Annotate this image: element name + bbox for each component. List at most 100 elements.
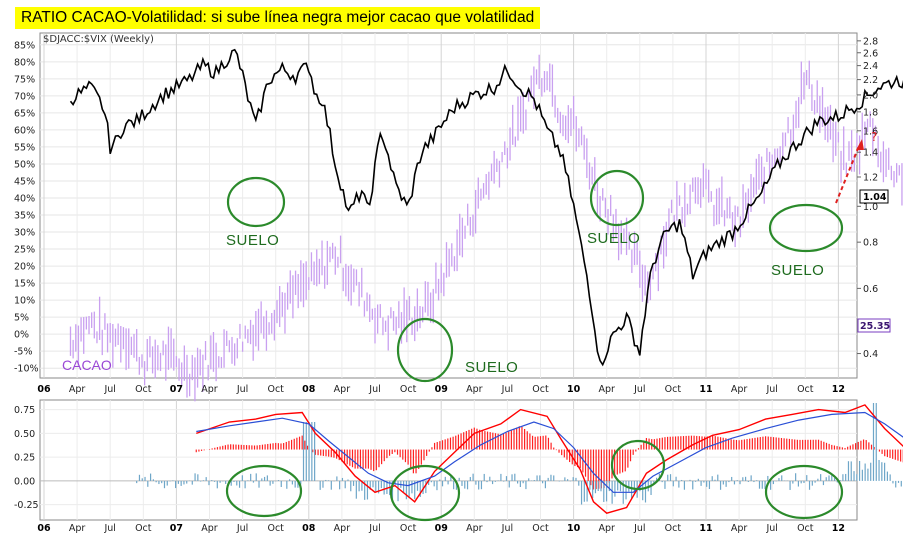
x-tick-label: 08 xyxy=(302,384,316,395)
x-tick-label: Oct xyxy=(797,384,814,395)
y-right-tick-label: 0.4 xyxy=(863,349,878,360)
x-tick-label: Apr xyxy=(69,523,86,534)
y-right-tick-label: 1.4 xyxy=(863,148,878,159)
annotation-circles xyxy=(225,169,844,522)
y-right-tick-label: 0.8 xyxy=(863,238,878,249)
annotation-suelo: SUELO xyxy=(771,262,824,279)
x-tick-label: Jul xyxy=(368,523,380,534)
x-tick-label: Oct xyxy=(400,384,417,395)
annotation-suelo: SUELO xyxy=(226,232,279,249)
x-tick-label: Apr xyxy=(334,523,351,534)
y-tick-label: 35% xyxy=(14,211,35,222)
y-tick-label: 5% xyxy=(14,313,29,324)
x-tick-label: Apr xyxy=(466,523,483,534)
x-tick-label: Jul xyxy=(501,384,513,395)
projection-arrow xyxy=(835,139,864,204)
x-tick-label: 07 xyxy=(170,523,183,534)
y-right-tick-label: 1.6 xyxy=(863,126,878,137)
x-tick-label: Oct xyxy=(135,384,152,395)
x-tick-label: Apr xyxy=(334,384,351,395)
y-right-tick-label: 2.0 xyxy=(863,90,878,101)
x-tick-label: 12 xyxy=(832,384,845,395)
x-tick-label: Apr xyxy=(466,384,483,395)
x-tick-label: 10 xyxy=(567,523,581,534)
y-right-tick-label: 1.0 xyxy=(863,202,878,213)
y-tick-label: -0.25 xyxy=(14,500,39,511)
x-tick-label: Apr xyxy=(731,384,748,395)
x-tick-label: Jul xyxy=(501,523,513,534)
annotation-circle xyxy=(389,464,461,522)
annotation-circle xyxy=(589,169,645,227)
y-right-tick-label: 2.2 xyxy=(863,75,878,86)
x-tick-label: Oct xyxy=(665,523,682,534)
y-tick-label: 0.25 xyxy=(14,453,35,464)
symbol-label: $DJACC:$VIX (Weekly) xyxy=(43,34,154,45)
annotation-suelo: SUELO xyxy=(587,230,640,247)
annotation-circle xyxy=(226,176,286,228)
y-tick-label: -10% xyxy=(14,364,39,375)
x-tick-label: Jul xyxy=(103,523,115,534)
x-tick-label: 09 xyxy=(435,523,448,534)
x-tick-label: 11 xyxy=(699,384,712,395)
annotation-circle xyxy=(225,464,303,518)
projection-question-mark: ? xyxy=(871,130,877,144)
x-tick-label: 08 xyxy=(302,523,316,534)
ratio-line xyxy=(69,48,903,367)
x-tick-label: 07 xyxy=(170,384,183,395)
x-tick-label: Jul xyxy=(633,384,645,395)
x-tick-label: Oct xyxy=(797,523,814,534)
x-tick-label: Oct xyxy=(665,384,682,395)
ratio-last-value: 1.04 xyxy=(863,192,887,203)
y-tick-label: 40% xyxy=(14,193,35,204)
annotation-suelo: SUELO xyxy=(465,359,518,376)
x-tick-label: Jul xyxy=(368,384,380,395)
x-tick-label: Apr xyxy=(598,523,615,534)
x-tick-label: Oct xyxy=(267,384,284,395)
x-tick-label: Oct xyxy=(400,523,417,534)
signal-line xyxy=(196,411,903,493)
x-tick-label: Jul xyxy=(765,523,777,534)
y-tick-label: 55% xyxy=(14,142,35,153)
annotation-circle xyxy=(764,464,844,520)
x-tick-label: 09 xyxy=(435,384,448,395)
y-right-tick-label: 2.6 xyxy=(863,48,878,59)
x-tick-label: Apr xyxy=(201,384,218,395)
x-tick-label: 06 xyxy=(37,384,51,395)
main-grid xyxy=(40,33,857,378)
chart-title: RATIO CACAO-Volatilidad: si sube línea n… xyxy=(15,7,541,29)
annotation-circle xyxy=(396,317,454,383)
macd-plot-frame xyxy=(39,399,858,521)
x-tick-label: Oct xyxy=(135,523,152,534)
y-right-tick-label: 2.4 xyxy=(863,61,878,72)
x-tick-label: Apr xyxy=(69,384,86,395)
x-tick-label: Jul xyxy=(236,384,248,395)
y-right-tick-label: 1.2 xyxy=(863,173,878,184)
y-tick-label: 0.50 xyxy=(14,429,35,440)
x-tick-label: 12 xyxy=(832,523,845,534)
main-plot-frame xyxy=(39,32,858,379)
y-tick-label: 25% xyxy=(14,245,35,256)
x-tick-label: 11 xyxy=(699,523,712,534)
y-right-tick-label: 2.8 xyxy=(863,36,878,47)
x-tick-label: Apr xyxy=(598,384,615,395)
x-tick-label: Jul xyxy=(765,384,777,395)
y-tick-label: 0.00 xyxy=(14,476,35,487)
ratio-last-value-badge: 1.04 xyxy=(859,189,889,204)
y-tick-label: -5% xyxy=(14,347,33,358)
y-right-tick-label: 0.6 xyxy=(863,284,878,295)
y-tick-label: 45% xyxy=(14,176,35,187)
cacao-last-value: 25.35 xyxy=(860,321,890,332)
x-tick-label: Oct xyxy=(267,523,284,534)
y-tick-label: 85% xyxy=(14,40,35,51)
y-tick-label: 30% xyxy=(14,228,35,239)
annotation-circle xyxy=(768,203,844,253)
y-tick-label: 60% xyxy=(14,125,35,136)
axis-labels: 85% 80% 75% 70% 65% 60% 55% 50% 45% 40% 35% 30% 25% 2… xyxy=(14,36,878,534)
y-tick-label: 10% xyxy=(14,296,35,307)
y-tick-label: 15% xyxy=(14,279,35,290)
y-tick-label: 80% xyxy=(14,57,35,68)
x-tick-label: Jul xyxy=(236,523,248,534)
y-right-tick-label: 1.8 xyxy=(863,107,878,118)
x-tick-label: Apr xyxy=(201,523,218,534)
